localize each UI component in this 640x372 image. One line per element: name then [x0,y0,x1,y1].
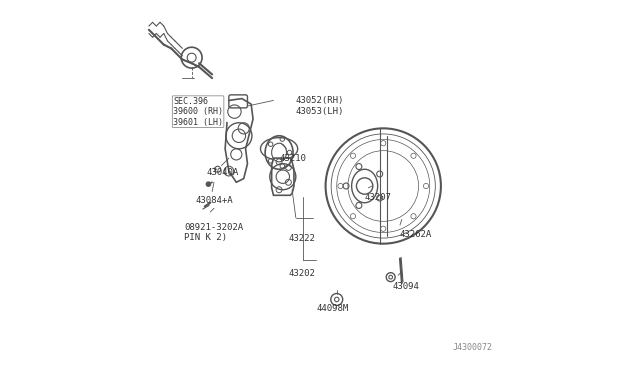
Ellipse shape [260,138,298,160]
Text: 43202: 43202 [289,269,316,278]
FancyBboxPatch shape [229,95,248,108]
Polygon shape [271,158,294,195]
Text: 43207: 43207 [365,193,392,202]
Text: J4300072: J4300072 [453,343,493,352]
Text: 43262A: 43262A [400,230,432,239]
Text: 43040A: 43040A [207,169,239,177]
Text: 08921-3202A
PIN K 2): 08921-3202A PIN K 2) [184,223,243,242]
Circle shape [206,182,211,186]
Text: 43052(RH)
43053(LH): 43052(RH) 43053(LH) [296,96,344,116]
Text: 43222: 43222 [289,234,316,243]
Text: 43084+A: 43084+A [195,196,233,205]
Text: 43210: 43210 [279,154,306,163]
Text: 44098M: 44098M [316,304,349,313]
Text: 43094: 43094 [392,282,419,291]
Text: SEC.396
39600 (RH)
39601 (LH): SEC.396 39600 (RH) 39601 (LH) [173,97,223,126]
